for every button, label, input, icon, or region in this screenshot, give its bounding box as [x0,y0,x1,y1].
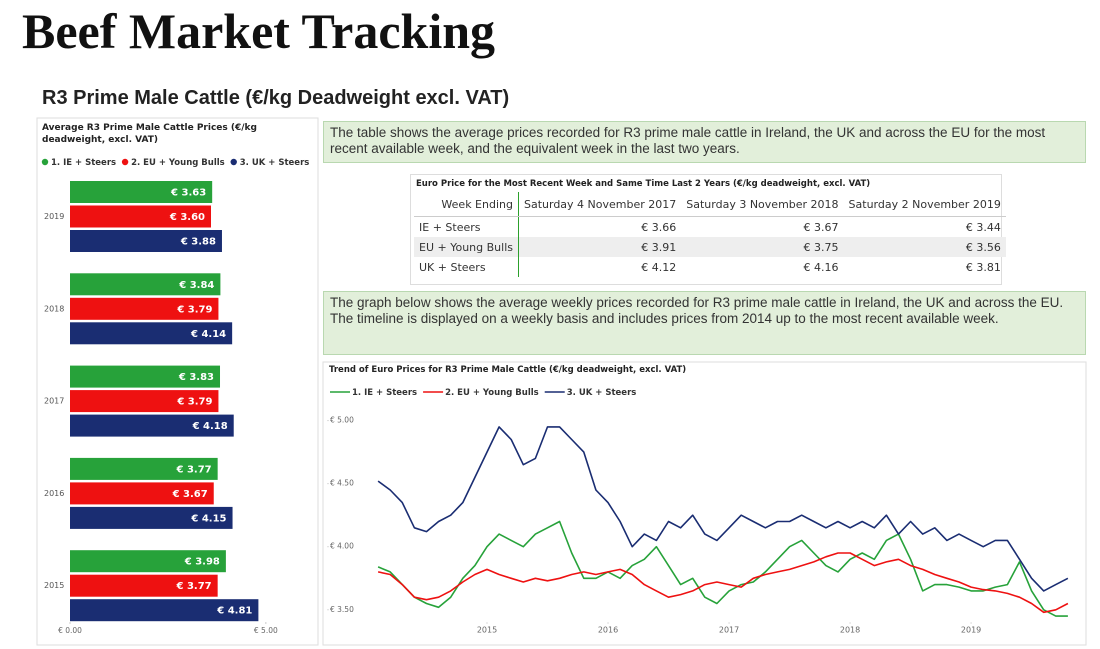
legend-label: 2. EU + Young Bulls [445,388,539,398]
header-cell: Week Ending [414,192,519,217]
bar [70,482,214,505]
legend-marker [121,158,129,166]
y-tick-label: € 5.00 [330,416,354,425]
table: Week Ending Saturday 4 November 2017 Sat… [414,192,1006,277]
x-tick-label: 2018 [840,626,860,635]
cell: € 3.91 [518,237,682,257]
value-label: € 3.77 [176,581,212,592]
header-cell: Saturday 3 November 2018 [681,192,844,217]
table-row: IE + Steers € 3.66 € 3.67 € 3.44 [414,216,1006,237]
value-label: € 3.67 [172,489,208,500]
value-label: € 3.88 [180,237,216,248]
legend-label: 1. IE + Steers [51,158,116,168]
series-line [377,552,1069,614]
x-tick-label: 2016 [598,626,618,635]
cell: € 3.56 [843,237,1006,257]
legend-label: 2. EU + Young Bulls [131,158,225,168]
bar [70,390,219,413]
x-tick-label: € 0.00 [58,626,82,635]
value-label: € 4.81 [216,606,252,617]
series-line [377,520,1068,617]
y-tick-label: 2017 [44,397,64,406]
cell: € 3.67 [803,220,839,234]
header-cell: Saturday 4 November 2017 [518,192,682,217]
bar [70,550,226,573]
y-tick-label: 2018 [44,304,64,313]
y-tick-label: € 4.50 [330,479,354,488]
note: The graph below shows the average weekly… [323,291,1086,355]
cell: € 4.12 [641,260,677,274]
value-label: € 3.98 [184,557,220,568]
value-label: € 4.14 [190,329,226,340]
bar-chart-title: Average R3 Prime Male Cattle Prices (€/k… [42,123,257,145]
cell: UK + Steers [414,257,519,277]
value-label: € 3.83 [178,372,214,383]
value-label: € 3.63 [170,188,206,199]
cell: IE + Steers [414,216,519,237]
x-tick-label: 2017 [719,626,739,635]
note: The table shows the average prices recor… [323,121,1086,163]
table-row: EU + Young Bulls € 3.91 € 3.75 € 3.56 [414,237,1006,257]
cell: € 3.81 [965,260,1001,274]
value-label: € 3.79 [176,397,212,408]
value-label: € 4.15 [190,513,226,524]
cell: € 3.44 [965,220,1001,234]
bar [70,414,234,437]
line-chart-title: Trend of Euro Prices for R3 Prime Male C… [329,365,687,375]
y-tick-label: 2019 [44,212,64,221]
legend-marker [41,158,49,166]
bar [70,599,259,622]
y-tick-label: 2016 [44,489,64,498]
legend-marker [230,158,237,166]
bar [70,181,213,203]
series-line [377,426,1069,592]
price-table: Euro Price for the Most Recent Week and … [410,174,1006,285]
legend-label: 3. UK + Steers [567,388,637,398]
value-label: € 3.77 [176,464,212,475]
x-tick-label: 2019 [961,626,981,635]
y-tick-label: 2015 [44,581,64,590]
table-row: UK + Steers € 4.12 € 4.16 € 3.81 [414,257,1006,277]
value-label: € 4.18 [192,421,228,432]
y-tick-label: € 4.00 [330,542,354,551]
table-header: Week Ending Saturday 4 November 2017 Sat… [414,192,1006,217]
cell: EU + Young Bulls [414,237,519,257]
bar [70,506,233,529]
bar [70,457,218,480]
bar [70,230,222,252]
legend-label: 1. IE + Steers [352,388,417,398]
section-title: R3 Prime Male Cattle (€/kg Deadweight ex… [42,87,510,109]
page-title: Beef Market Tracking [22,3,496,59]
y-tick-label: € 3.50 [330,605,354,614]
bar [70,273,221,296]
cell: € 3.66 [641,220,677,234]
bar [70,297,219,320]
bar [70,322,233,345]
bar-panel [36,117,319,646]
cell: € 4.16 [803,260,839,274]
value-label: € 3.79 [176,304,212,315]
header-cell: Saturday 2 November 2019 [843,192,1006,217]
x-tick-label: 2015 [477,626,497,635]
bar [70,205,211,228]
cell: € 3.75 [681,237,844,257]
line-panel [322,361,1087,646]
legend-label: 3. UK + Steers [240,158,310,168]
value-label: € 3.84 [178,280,214,291]
value-label: € 3.60 [169,212,205,223]
bar [70,365,221,388]
x-tick-label: € 5.00 [254,626,278,635]
table-title: Euro Price for the Most Recent Week and … [416,179,871,189]
bar [70,574,218,597]
